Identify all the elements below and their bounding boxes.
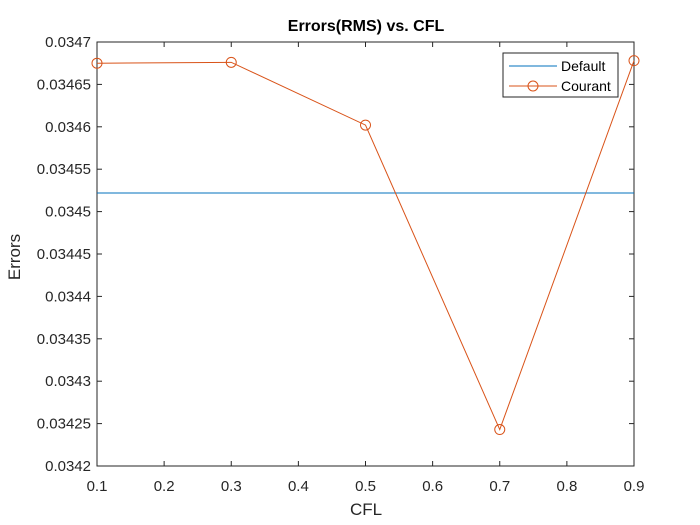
x-axis: 0.1 0.2 0.3 0.4 0.5 0.6 0.7 0.8 0.9 [87, 42, 645, 495]
axes-box [96, 41, 635, 467]
series-layer [91, 55, 640, 436]
y-tick-label: 0.03425 [37, 416, 91, 433]
data-point-courant [628, 55, 640, 67]
y-axis-label: Errors [5, 234, 24, 280]
y-tick-label: 0.0342 [45, 458, 91, 475]
legend: Default Courant [502, 52, 619, 98]
plot-area: 0.1 0.2 0.3 0.4 0.5 0.6 0.7 0.8 0.9 0.03420.0342… [37, 34, 645, 495]
legend-label-courant: Courant [561, 78, 611, 94]
x-tick-label: 0.5 [355, 478, 376, 495]
x-tick-label: 0.8 [556, 478, 577, 495]
y-tick-label: 0.0346 [45, 119, 91, 136]
y-tick-label: 0.0343 [45, 373, 91, 390]
y-axis: 0.0342 0.03425 0.0343 0.03435 0.0344 0.03445 0… [37, 34, 634, 475]
x-tick-label: 0.3 [221, 478, 242, 495]
data-point-courant [225, 56, 237, 68]
y-tick-label: 0.0347 [45, 34, 91, 51]
x-tick-label: 0.4 [288, 478, 309, 495]
chart-title: Errors(RMS) vs. CFL [288, 18, 445, 35]
y-tick-label: 0.0344 [45, 288, 91, 305]
x-tick-label: 0.1 [87, 478, 108, 495]
x-tick-label: 0.2 [154, 478, 175, 495]
legend-marker-courant [527, 80, 539, 92]
x-tick-label: 0.6 [422, 478, 443, 495]
x-tick-label: 0.7 [489, 478, 510, 495]
y-tick-label: 0.03445 [37, 246, 91, 263]
data-point-courant [91, 57, 103, 69]
data-point-courant [360, 119, 371, 131]
legend-label-default: Default [561, 58, 605, 74]
legend-box [502, 52, 619, 98]
series-line-courant [96, 60, 635, 431]
y-tick-label: 0.03465 [37, 76, 91, 93]
y-tick-label: 0.03455 [37, 161, 91, 178]
x-axis-label: CFL [350, 500, 382, 519]
y-tick-label: 0.03435 [37, 331, 91, 348]
x-tick-label: 0.9 [624, 478, 645, 495]
y-tick-label: 0.0345 [45, 204, 91, 221]
data-point-courant [494, 424, 506, 436]
